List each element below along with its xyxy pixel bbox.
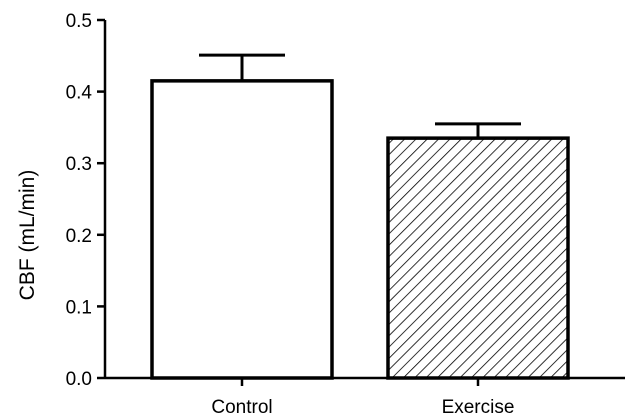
y-tick-label: 0.5: [66, 11, 92, 32]
y-axis-ticks: 0.0 0.1 0.2 0.3 0.4 0.5: [66, 11, 105, 390]
bars: [150, 53, 570, 380]
x-tick-label-exercise: Exercise: [442, 397, 515, 418]
y-tick-label: 0.1: [66, 297, 92, 318]
x-tick-label-control: Control: [211, 397, 272, 418]
y-tick-label: 0.4: [66, 83, 93, 104]
bar-exercise: [386, 136, 570, 380]
y-tick-label: 0.2: [66, 226, 92, 247]
bar-control: [150, 79, 334, 380]
y-tick-label: 0.3: [66, 154, 92, 175]
x-axis-labels: Control Exercise: [211, 378, 514, 418]
y-axis-title: CBF (mL/min): [16, 170, 39, 301]
y-tick-label: 0.0: [66, 369, 92, 390]
